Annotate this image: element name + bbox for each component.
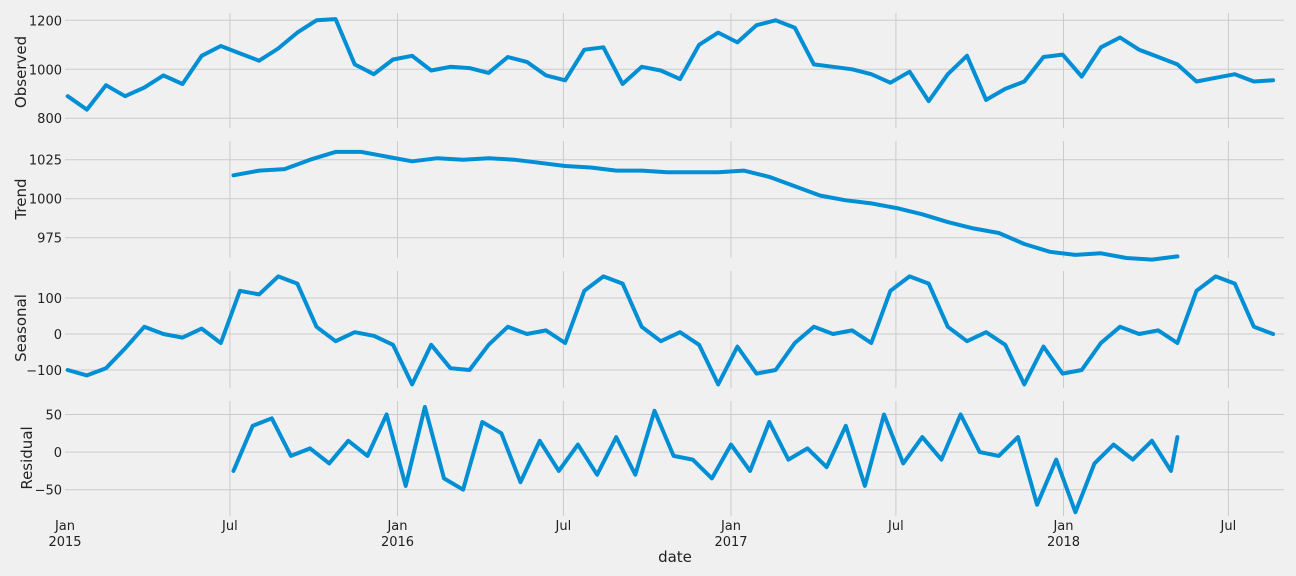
- y-tick-label: 1200: [29, 14, 62, 29]
- series-line: [231, 405, 1180, 515]
- seasonal-panel: Seasonal −100 0 100: [12, 271, 1284, 388]
- seasonal-yticks: −100 0 100: [26, 292, 62, 379]
- y-tick-label: 1000: [29, 63, 62, 78]
- residual-panel: Residual −50 0 50: [18, 401, 1284, 516]
- residual-series: [231, 405, 1180, 515]
- x-tick-label: Jul: [1220, 519, 1237, 534]
- x-tick-label: Jan 2018: [1047, 519, 1080, 550]
- y-tick-label: 1000: [29, 193, 62, 208]
- x-tick-label: Jul: [555, 519, 572, 534]
- series-line: [65, 17, 1276, 112]
- observed-grid: [65, 13, 1284, 128]
- seasonal-grid: [65, 271, 1284, 388]
- x-tick-label: Jul: [887, 519, 904, 534]
- x-tick-label: Jan 2016: [381, 519, 414, 550]
- observed-yticks: 800 1000 1200: [29, 14, 62, 127]
- y-tick-label: 800: [37, 112, 62, 127]
- x-tick-label: Jul: [221, 519, 238, 534]
- seasonal-series: [65, 274, 1276, 387]
- y-tick-label: −50: [35, 484, 62, 499]
- trend-panel: Trend 975 1000 1025: [12, 141, 1284, 262]
- observed-panel: Observed 800 1000 1200: [12, 13, 1284, 128]
- observed-series: [65, 17, 1276, 112]
- series-line: [65, 274, 1276, 387]
- residual-yticks: −50 0 50: [35, 409, 62, 499]
- y-tick-label: 100: [37, 292, 62, 307]
- observed-ylabel: Observed: [12, 36, 30, 108]
- trend-yticks: 975 1000 1025: [29, 154, 62, 247]
- trend-grid: [65, 141, 1284, 258]
- x-tick-label: Jan 2015: [48, 519, 81, 550]
- residual-grid: [65, 401, 1284, 516]
- trend-series: [231, 149, 1180, 262]
- seasonal-ylabel: Seasonal: [12, 294, 30, 362]
- x-axis-ticks: Jan 2015 Jul Jan 2016 Jul Jan 2017 Jul Jan 2018 Jul: [48, 519, 1236, 550]
- residual-ylabel: Residual: [18, 426, 36, 489]
- y-tick-label: 50: [45, 409, 62, 424]
- series-line: [231, 149, 1180, 262]
- trend-ylabel: Trend: [12, 178, 30, 220]
- y-tick-label: 975: [37, 232, 62, 247]
- y-tick-label: 0: [54, 328, 62, 343]
- y-tick-label: 1025: [29, 154, 62, 169]
- x-tick-label: Jan 2017: [714, 519, 747, 550]
- x-axis-label: date: [658, 548, 692, 566]
- y-tick-label: −100: [26, 364, 62, 379]
- y-tick-label: 0: [54, 446, 62, 461]
